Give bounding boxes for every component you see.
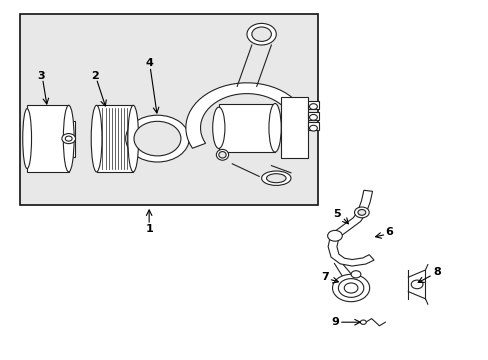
- Text: 4: 4: [145, 58, 153, 68]
- Ellipse shape: [212, 107, 224, 148]
- Text: 6: 6: [384, 227, 392, 237]
- Ellipse shape: [91, 105, 102, 172]
- Circle shape: [360, 320, 366, 324]
- Circle shape: [65, 136, 72, 141]
- Ellipse shape: [127, 105, 138, 172]
- Circle shape: [357, 210, 365, 215]
- Circle shape: [354, 207, 368, 218]
- Bar: [307, 101, 318, 109]
- Bar: [281, 97, 307, 158]
- Ellipse shape: [63, 105, 74, 172]
- Circle shape: [350, 271, 360, 278]
- Ellipse shape: [219, 152, 225, 158]
- Polygon shape: [357, 190, 372, 213]
- Circle shape: [251, 27, 271, 41]
- Ellipse shape: [266, 174, 285, 183]
- Circle shape: [309, 104, 317, 109]
- Polygon shape: [327, 235, 373, 266]
- Text: 5: 5: [333, 209, 341, 219]
- Circle shape: [246, 23, 276, 45]
- Bar: [27, 105, 68, 172]
- Text: 7: 7: [321, 272, 328, 282]
- Text: 8: 8: [433, 267, 441, 277]
- Circle shape: [410, 280, 422, 289]
- Bar: [66, 121, 75, 157]
- Text: 1: 1: [145, 224, 153, 234]
- Text: 3: 3: [38, 71, 45, 81]
- Ellipse shape: [216, 149, 228, 160]
- Circle shape: [125, 115, 189, 162]
- Polygon shape: [185, 83, 307, 148]
- Circle shape: [61, 134, 76, 144]
- Bar: [96, 105, 133, 172]
- Bar: [20, 14, 317, 205]
- Bar: [307, 112, 318, 120]
- Bar: [219, 104, 274, 152]
- Polygon shape: [331, 211, 365, 238]
- Circle shape: [134, 121, 181, 156]
- Ellipse shape: [268, 104, 281, 152]
- Circle shape: [338, 279, 363, 297]
- Circle shape: [344, 283, 357, 293]
- Ellipse shape: [22, 109, 31, 168]
- Circle shape: [327, 230, 342, 241]
- Text: 9: 9: [330, 317, 338, 327]
- Circle shape: [309, 125, 317, 131]
- Circle shape: [309, 114, 317, 120]
- Bar: [307, 122, 318, 130]
- Ellipse shape: [261, 171, 290, 185]
- Text: 2: 2: [91, 71, 99, 81]
- Circle shape: [332, 274, 369, 302]
